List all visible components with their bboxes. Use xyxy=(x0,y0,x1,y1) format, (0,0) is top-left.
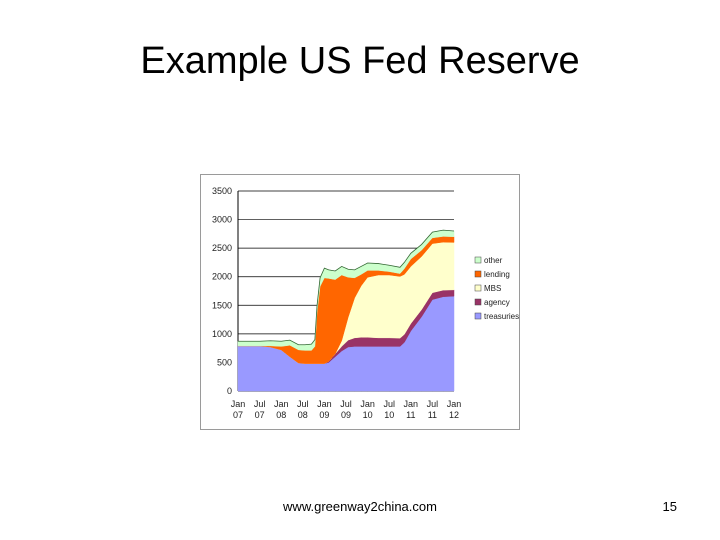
legend-swatch-treasuries xyxy=(474,312,482,320)
x-tick-label: Jan xyxy=(317,399,332,409)
x-tick-label: Jul xyxy=(254,399,266,409)
legend-label-lending: lending xyxy=(484,270,510,279)
y-tick-label: 3500 xyxy=(212,186,232,196)
y-tick-label: 1000 xyxy=(212,329,232,339)
x-tick-label: 09 xyxy=(341,410,351,420)
x-tick-label: 08 xyxy=(298,410,308,420)
x-tick-label: 08 xyxy=(276,410,286,420)
x-tick-label: 07 xyxy=(255,410,265,420)
x-tick-label: 09 xyxy=(319,410,329,420)
x-tick-label: Jan xyxy=(447,399,462,409)
x-tick-label: 07 xyxy=(233,410,243,420)
y-tick-label: 3000 xyxy=(212,215,232,225)
y-tick-label: 2500 xyxy=(212,243,232,253)
y-tick-label: 2000 xyxy=(212,272,232,282)
legend-swatch-lending xyxy=(474,270,482,278)
legend-label-mbs: MBS xyxy=(484,284,501,293)
footer-url: www.greenway2china.com xyxy=(283,499,437,514)
x-tick-label: 12 xyxy=(449,410,459,420)
x-tick-label: 11 xyxy=(428,410,437,420)
x-tick-label: Jul xyxy=(383,399,395,409)
legend-swatch-mbs xyxy=(474,284,482,292)
legend-swatch-agency xyxy=(474,298,482,306)
legend-label-other: other xyxy=(484,256,503,265)
chart-frame: 0 500 1000 1500 2000 2500 3000 3500 Jan 07 Jul 07 J… xyxy=(200,174,520,430)
y-tick-label: 0 xyxy=(227,386,232,396)
legend-label-treasuries: treasuries xyxy=(484,312,519,321)
x-tick-label: Jan xyxy=(274,399,289,409)
x-tick-label: Jul xyxy=(427,399,439,409)
y-tick-label: 1500 xyxy=(212,300,232,310)
x-tick-label: Jul xyxy=(297,399,309,409)
slide-title: Example US Fed Reserve xyxy=(140,40,580,82)
page-number: 15 xyxy=(662,499,677,514)
legend-label-agency: agency xyxy=(484,298,510,307)
total-outline xyxy=(238,229,455,346)
x-tick-label: 10 xyxy=(363,410,373,420)
x-tick-label: Jul xyxy=(340,399,352,409)
legend-swatch-other xyxy=(474,256,482,264)
x-tick-label: 11 xyxy=(406,410,415,420)
x-tick-label: Jan xyxy=(360,399,375,409)
x-tick-label: Jan xyxy=(404,399,419,409)
x-tick-label: Jan xyxy=(231,399,246,409)
x-tick-label: 10 xyxy=(384,410,394,420)
y-tick-label: 500 xyxy=(217,357,232,367)
